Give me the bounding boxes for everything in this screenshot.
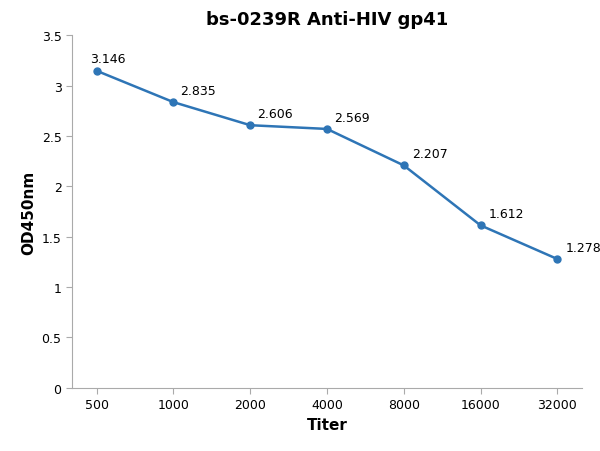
Title: bs-0239R Anti-HIV gp41: bs-0239R Anti-HIV gp41: [206, 11, 448, 29]
Y-axis label: OD450nm: OD450nm: [21, 170, 36, 254]
Text: 2.835: 2.835: [181, 85, 216, 97]
X-axis label: Titer: Titer: [307, 417, 347, 432]
Text: 1.278: 1.278: [566, 241, 600, 254]
Text: 3.146: 3.146: [90, 53, 125, 66]
Text: 2.207: 2.207: [412, 148, 448, 161]
Text: 2.569: 2.569: [334, 111, 370, 124]
Text: 1.612: 1.612: [489, 207, 524, 221]
Text: 2.606: 2.606: [257, 108, 293, 120]
